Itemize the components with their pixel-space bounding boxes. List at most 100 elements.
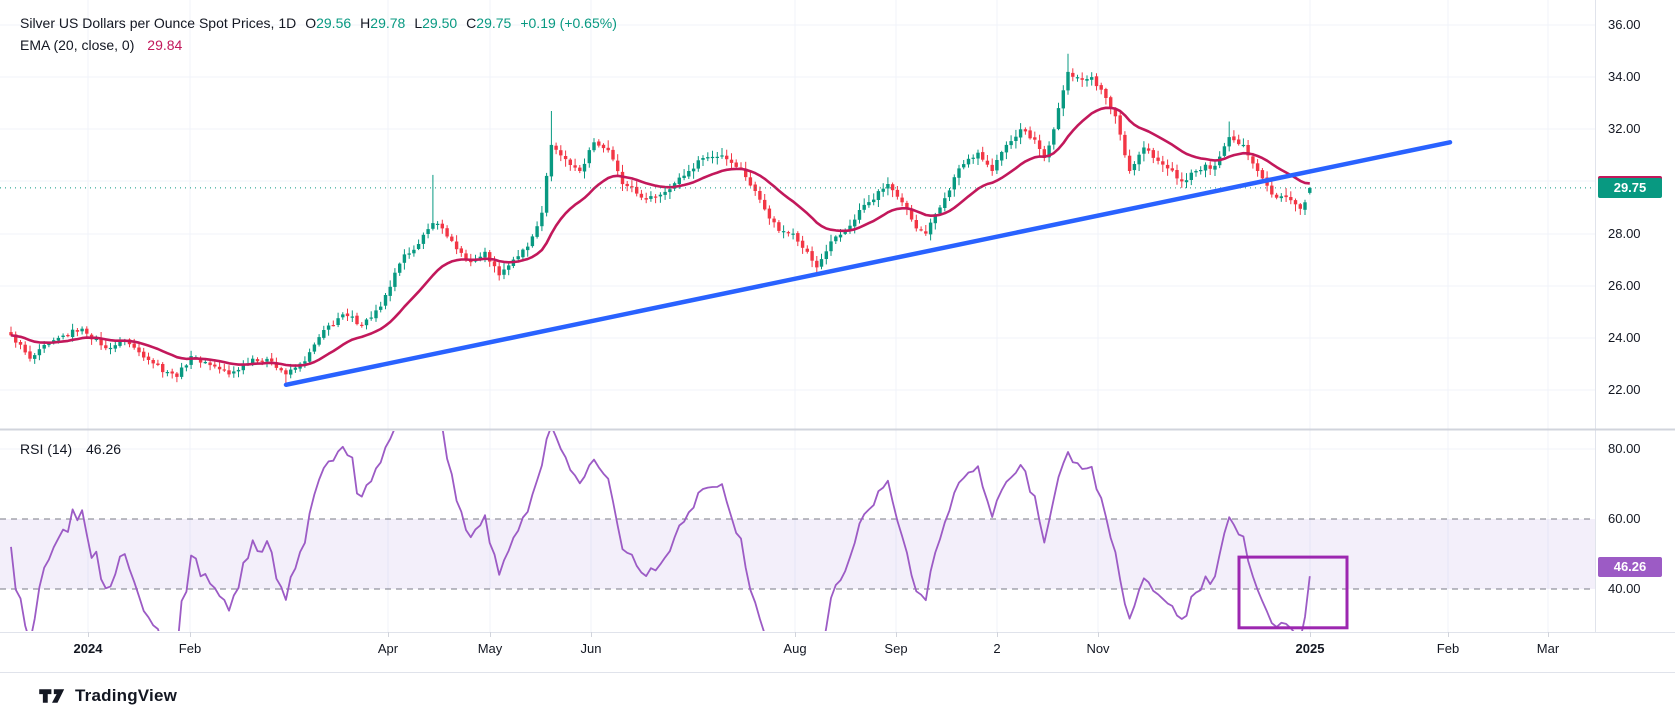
candle-body <box>876 191 881 200</box>
candle-body <box>203 362 207 364</box>
candle-body <box>1270 185 1274 195</box>
candle-body <box>668 189 672 193</box>
candle-body <box>265 358 269 362</box>
candle-body <box>251 358 255 364</box>
price-tick-label: 32.00 <box>1608 121 1641 136</box>
time-axis[interactable]: 2024 Feb Apr May Jun Aug Sep 2 Nov 2025 Feb Mar <box>0 632 1596 672</box>
ema-indicator-label[interactable]: EMA (20, close, 0) <box>20 37 135 53</box>
candle-body <box>691 168 696 172</box>
candle-body <box>1085 79 1089 81</box>
high-label: H <box>360 15 371 31</box>
candle-body <box>151 360 155 364</box>
candle-body <box>312 344 317 352</box>
time-tick <box>1098 632 1099 637</box>
candle-body <box>843 231 847 234</box>
legend-line-2: EMA (20, close, 0) 29.84 <box>20 34 617 56</box>
date-label: Feb <box>178 641 202 656</box>
candle-body <box>829 241 833 252</box>
candle-body <box>573 165 577 168</box>
chart-canvas[interactable] <box>0 0 1675 672</box>
candle-body <box>819 259 824 267</box>
rsi-pane-legend: RSI (14) 46.26 <box>20 441 121 457</box>
symbol-title[interactable]: Silver US Dollars per Ounce Spot Prices,… <box>20 15 297 31</box>
candle-body <box>241 364 245 371</box>
candle-body <box>710 156 715 159</box>
time-tick <box>88 632 89 637</box>
candle-body <box>853 219 857 227</box>
candle-body <box>957 168 961 178</box>
candle-body <box>535 226 539 237</box>
candle-body <box>526 246 530 251</box>
candle-body <box>1260 170 1265 179</box>
candle-body <box>658 194 663 197</box>
candle-body <box>928 222 933 235</box>
candle-body <box>990 164 994 171</box>
candle-body <box>696 160 700 169</box>
ema-value: 29.84 <box>147 37 183 53</box>
candle-body <box>559 150 563 156</box>
candle-body <box>1156 157 1160 161</box>
trendline-drawing[interactable] <box>283 140 1453 388</box>
candle-body <box>635 186 639 194</box>
candle-body <box>47 343 51 346</box>
date-label: Nov <box>1086 641 1110 656</box>
candle-body <box>1274 194 1279 198</box>
time-tick <box>1548 632 1549 637</box>
candle-body <box>521 249 525 258</box>
candle-body <box>1099 85 1103 90</box>
price-tick-label: 28.00 <box>1608 226 1641 241</box>
candle-body <box>985 160 990 165</box>
candle-body <box>80 328 84 332</box>
candle-body <box>748 177 753 186</box>
candle-body <box>895 189 900 197</box>
candle-body <box>108 347 113 350</box>
tradingview-logo-icon[interactable] <box>38 685 66 707</box>
candle-body <box>1113 108 1118 117</box>
candle-body <box>1127 155 1132 171</box>
candle-body <box>620 171 625 185</box>
candle-body <box>530 236 535 247</box>
candle-body <box>179 367 184 377</box>
candle-body <box>1237 139 1241 145</box>
candle-body <box>1066 71 1070 91</box>
candle-body <box>924 231 928 234</box>
candle-body <box>104 345 108 349</box>
candle-body <box>507 265 511 270</box>
ema-line[interactable] <box>10 106 1310 367</box>
candle-body <box>838 234 843 238</box>
candle-body <box>952 177 956 190</box>
candle-body <box>772 218 776 223</box>
candle-body <box>1289 197 1293 201</box>
price-axis[interactable]: 36.00 34.00 32.00 28.00 26.00 24.00 22.00 80.00… <box>1596 0 1675 672</box>
candle-body <box>113 345 117 349</box>
candle-body <box>1199 170 1203 172</box>
rsi-line[interactable] <box>10 405 1311 672</box>
low-value: 29.50 <box>422 15 458 31</box>
tradingview-logo-text[interactable]: TradingView <box>75 685 178 705</box>
candle-body <box>943 198 947 208</box>
candle-body <box>734 162 738 167</box>
candle-body <box>450 236 454 241</box>
candle-body <box>274 362 279 368</box>
candle-body <box>1251 156 1255 164</box>
candle-body <box>630 186 634 188</box>
candle-body <box>1255 163 1260 171</box>
price-tick-label: 36.00 <box>1608 17 1641 32</box>
candle-body <box>33 355 37 359</box>
candle-body <box>729 159 734 163</box>
candle-body <box>616 160 620 172</box>
rsi-indicator-label[interactable]: RSI (14) <box>20 441 73 457</box>
candle-body <box>1000 152 1004 161</box>
rsi-annotation-rectangle[interactable] <box>1237 555 1349 630</box>
candle-body <box>909 209 914 220</box>
candle-body <box>516 256 520 260</box>
candle-body <box>208 362 212 366</box>
candle-body <box>1056 108 1061 130</box>
candle-body <box>544 175 549 213</box>
candle-body <box>720 155 724 157</box>
candle-body <box>601 144 606 149</box>
candle-body <box>1303 202 1307 210</box>
candle-body <box>1213 165 1217 170</box>
date-label: Feb <box>1436 641 1460 656</box>
